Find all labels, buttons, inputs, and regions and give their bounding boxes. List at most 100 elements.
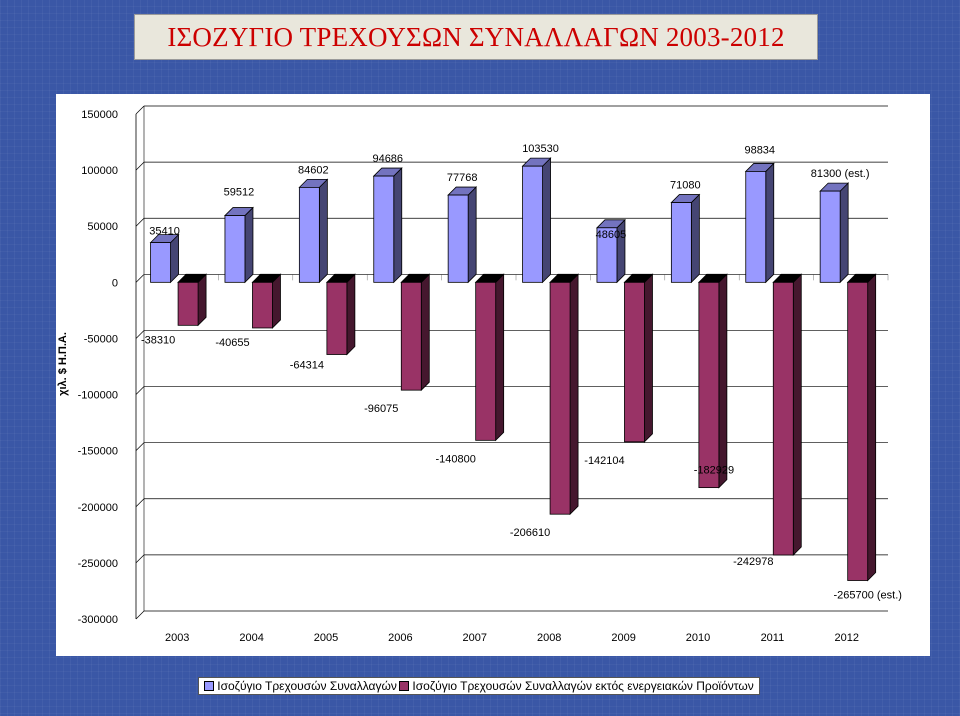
bar-series-2-side xyxy=(569,273,579,516)
x-tick-label: 2007 xyxy=(463,632,487,644)
bar-series-2-side xyxy=(495,273,505,442)
gridline-slant xyxy=(135,554,145,564)
bar-series-2 xyxy=(400,281,422,391)
bar-series-2-side xyxy=(718,273,728,489)
bar-series-1 xyxy=(150,242,171,283)
data-label-series-2: -265700 (est.) xyxy=(833,590,901,602)
bar-series-1-side xyxy=(765,162,775,284)
bar-series-1 xyxy=(670,202,692,283)
title-box: ΙΣΟΖΥΓΙΟ ΤΡΕΧΟΥΣΩΝ ΣΥΝΑΛΛΑΓΩΝ 2003-2012 xyxy=(134,14,818,60)
bar-series-2-side xyxy=(792,273,802,556)
bar-series-2-side xyxy=(644,273,653,443)
bar-series-2 xyxy=(326,281,348,355)
bar-series-1 xyxy=(596,227,618,283)
y-tick-label: -150000 xyxy=(78,446,118,458)
data-label-series-1: 48605 xyxy=(596,229,627,241)
bar-series-1 xyxy=(819,190,841,283)
bar-series-2 xyxy=(549,281,571,515)
bar-series-1-side xyxy=(542,157,551,284)
data-label-series-1: 84602 xyxy=(298,164,329,176)
x-tick-label: 2008 xyxy=(537,632,561,644)
data-label-series-1: 81300 (est.) xyxy=(811,168,870,180)
y-axis-label: χιλ. $ Η.Π.Α. xyxy=(57,332,69,396)
bar-series-2-side xyxy=(867,273,877,582)
chart-panel: 150000 100000 50000 0 -50000 -100000 -150000 -2… xyxy=(56,94,930,656)
data-label-series-2: -142104 xyxy=(584,455,624,467)
bar-series-1-side xyxy=(244,206,254,284)
legend-entry-series-1: Ισοζύγιο Τρεχουσών Συναλλαγών xyxy=(204,679,397,693)
bar-series-1-side xyxy=(690,193,700,284)
data-label-series-2: -40655 xyxy=(215,337,249,349)
data-label-series-2: -140800 xyxy=(435,453,475,465)
y-tick-label: 50000 xyxy=(87,221,118,233)
bar-series-2 xyxy=(624,281,645,443)
bar-series-1 xyxy=(447,194,469,283)
y-tick-label: -250000 xyxy=(78,558,118,570)
chart-legend: Ισοζύγιο Τρεχουσών Συναλλαγών Ισοζύγιο Τ… xyxy=(198,677,760,695)
bar-series-2 xyxy=(772,281,794,556)
bar-series-1 xyxy=(224,215,246,283)
bar-series-1-side xyxy=(318,178,328,284)
data-label-series-1: 59512 xyxy=(224,187,255,199)
y-tick-label: -50000 xyxy=(84,333,118,345)
data-label-series-2: -64314 xyxy=(290,360,324,372)
x-tick-label: 2009 xyxy=(611,632,635,644)
y-tick-label: 150000 xyxy=(81,109,118,121)
gridline-slant xyxy=(135,442,145,451)
x-tick-label: 2005 xyxy=(314,632,338,644)
gridline-slant xyxy=(135,161,145,171)
gridline-slant xyxy=(135,610,145,620)
bar-series-2-side xyxy=(346,273,356,356)
legend-label-series-2: Ισοζύγιο Τρεχουσών Συναλλαγών εκτός ενερ… xyxy=(412,679,754,693)
data-label-series-2: -242978 xyxy=(733,556,773,568)
bar-series-1 xyxy=(522,165,543,283)
bar-series-2-side xyxy=(272,273,281,329)
data-label-series-2: -96075 xyxy=(364,403,398,415)
gridline-slant xyxy=(135,386,145,395)
gridline-slant xyxy=(135,217,145,227)
gridline-slant xyxy=(135,105,145,115)
data-label-series-1: 77768 xyxy=(447,172,478,184)
data-label-series-1: 98834 xyxy=(744,144,775,156)
slide-title: ΙΣΟΖΥΓΙΟ ΤΡΕΧΟΥΣΩΝ ΣΥΝΑΛΛΑΓΩΝ 2003-2012 xyxy=(167,21,785,52)
y-tick-label: 0 xyxy=(112,277,118,289)
data-label-series-1: 71080 xyxy=(670,180,701,192)
gridline-slant xyxy=(135,498,145,508)
bar-series-2 xyxy=(177,281,199,326)
gridline-slant xyxy=(135,330,145,339)
y-tick-label: -300000 xyxy=(78,614,118,626)
gridline-slant xyxy=(135,274,145,283)
bar-series-2 xyxy=(252,281,273,329)
bar-chart: 150000 100000 50000 0 -50000 -100000 -150000 -2… xyxy=(57,105,902,644)
bar-series-1 xyxy=(298,186,320,283)
y-tick-label: -200000 xyxy=(78,502,118,514)
y-tick-label: -100000 xyxy=(78,390,118,402)
data-label-series-2: -206610 xyxy=(510,527,550,539)
bar-series-1-side xyxy=(839,182,849,284)
data-label-series-1: 35410 xyxy=(149,226,180,238)
bar-series-2 xyxy=(698,281,720,489)
bar-series-2-side xyxy=(420,273,430,392)
bar-series-1 xyxy=(373,175,395,283)
x-tick-label: 2006 xyxy=(388,632,412,644)
y-tick-label: 100000 xyxy=(81,165,118,177)
data-label-series-2: -38310 xyxy=(141,334,175,346)
bar-series-1-side xyxy=(393,167,403,284)
legend-entry-series-2: Ισοζύγιο Τρεχουσών Συναλλαγών εκτός ενερ… xyxy=(399,679,754,693)
x-tick-label: 2011 xyxy=(761,632,785,644)
bar-series-2-side xyxy=(197,273,207,327)
data-label-series-1: 94686 xyxy=(372,153,403,165)
legend-label-series-1: Ισοζύγιο Τρεχουσών Συναλλαγών xyxy=(217,679,397,693)
x-tick-label: 2012 xyxy=(835,632,859,644)
bar-series-1 xyxy=(745,171,767,283)
legend-swatch-series-2 xyxy=(399,681,410,691)
legend-swatch-series-1 xyxy=(204,681,215,691)
data-label-series-1: 103530 xyxy=(522,143,559,155)
x-tick-label: 2003 xyxy=(165,632,189,644)
data-label-series-2: -182929 xyxy=(694,465,734,477)
bar-series-2 xyxy=(847,281,869,581)
x-tick-label: 2010 xyxy=(686,632,710,644)
bar-series-2 xyxy=(475,281,497,441)
x-tick-label: 2004 xyxy=(239,632,263,644)
bar-series-1-side xyxy=(467,186,477,284)
